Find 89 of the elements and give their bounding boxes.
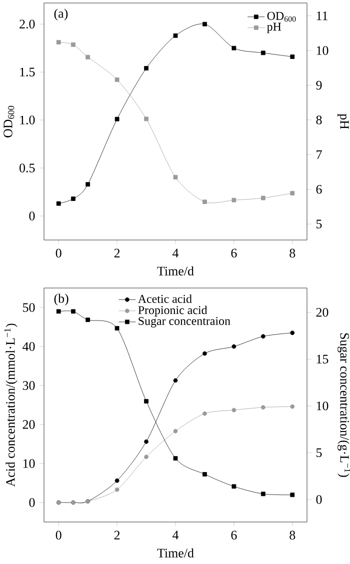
point	[260, 405, 266, 410]
point	[202, 411, 207, 416]
x-tick-label: 8	[290, 530, 296, 540]
x-tick-label: 6	[231, 248, 237, 258]
point	[232, 198, 236, 202]
point	[56, 40, 61, 44]
point	[86, 54, 90, 60]
x-tick-label: 2	[114, 530, 120, 540]
x-tick-label: 0	[56, 248, 62, 258]
point	[260, 196, 266, 200]
point	[71, 196, 76, 201]
y2-tick-label: 9	[316, 80, 322, 90]
point	[173, 378, 178, 383]
y2-tick-label: 11	[316, 12, 328, 20]
point	[232, 344, 236, 349]
point	[290, 190, 295, 196]
point	[114, 487, 120, 492]
point	[290, 330, 295, 336]
point	[71, 309, 76, 314]
point	[202, 200, 207, 204]
y2-tick-label: 7	[316, 150, 322, 159]
y-tick-label: 1.5	[20, 68, 35, 76]
point	[260, 492, 266, 496]
x-tick-label: 4	[172, 530, 179, 540]
point	[202, 351, 207, 356]
legend-label: Sugar concentraion	[138, 316, 230, 328]
y2-tick-label: 20	[316, 308, 328, 317]
y-tick-label: 20	[22, 420, 35, 429]
point	[232, 484, 236, 489]
point	[260, 334, 266, 339]
point	[202, 22, 207, 26]
point	[144, 399, 148, 404]
y2-tick-label: 0	[316, 495, 322, 504]
point	[173, 428, 178, 434]
y2-tick-label: 6	[316, 184, 322, 194]
point	[232, 408, 236, 412]
x-axis-title: Time/d	[157, 266, 194, 276]
point	[173, 33, 178, 38]
y-tick-label: 0.5	[20, 164, 35, 172]
x-tick-label: 4	[172, 248, 179, 258]
legend-label: OD$_{600}$	[267, 12, 296, 22]
legend-label: Acetic acid	[138, 294, 192, 303]
y-tick-label: 30	[22, 381, 35, 390]
y2-tick-label: 8	[316, 116, 322, 124]
point	[260, 50, 266, 56]
point	[114, 478, 120, 483]
x-tick-label: 2	[114, 248, 120, 258]
y2-tick-label: 5	[316, 220, 322, 228]
point	[144, 439, 148, 444]
point	[86, 318, 90, 322]
annotation: (a)	[54, 8, 68, 20]
y-tick-label: 0	[29, 498, 35, 507]
point	[114, 77, 120, 82]
point	[173, 456, 178, 461]
point	[114, 326, 120, 330]
point	[290, 492, 295, 498]
y-tick-label: 0	[29, 212, 35, 220]
y-axis-title: Acid concentration/(mmol·L$^{−1}$)	[4, 324, 18, 487]
point	[290, 404, 295, 409]
point	[202, 472, 207, 476]
y-tick-label: 10	[23, 459, 35, 468]
point	[290, 54, 295, 59]
x-tick-label: 6	[231, 530, 237, 540]
y-tick-label: 50	[23, 303, 35, 312]
point	[144, 454, 148, 460]
y-tick-label: 1.0	[20, 116, 35, 124]
point	[71, 42, 76, 47]
y-tick-label: 2.0	[20, 20, 35, 29]
x-tick-label: 0	[56, 530, 62, 540]
y2-tick-label: 10	[316, 402, 328, 410]
y-tick-label: 40	[22, 342, 35, 351]
y2-tick-label: 10	[316, 46, 328, 55]
y2-axis-title: pH	[338, 114, 349, 130]
x-axis-title: Time/d	[157, 548, 194, 558]
legend-label: pH	[267, 22, 282, 34]
y-axis-title: OD$_{600}$	[4, 106, 14, 138]
annotation: (b)	[54, 294, 68, 306]
point	[173, 174, 178, 180]
legend-label: Propionic acid	[138, 306, 208, 317]
point	[56, 309, 61, 314]
point	[56, 201, 61, 206]
y2-tick-label: 5	[316, 448, 322, 458]
point	[232, 46, 236, 50]
point	[144, 66, 148, 70]
point	[114, 116, 120, 122]
point	[144, 116, 148, 122]
point	[86, 182, 90, 187]
y2-tick-label: 15	[316, 354, 328, 364]
x-tick-label: 8	[290, 248, 296, 258]
